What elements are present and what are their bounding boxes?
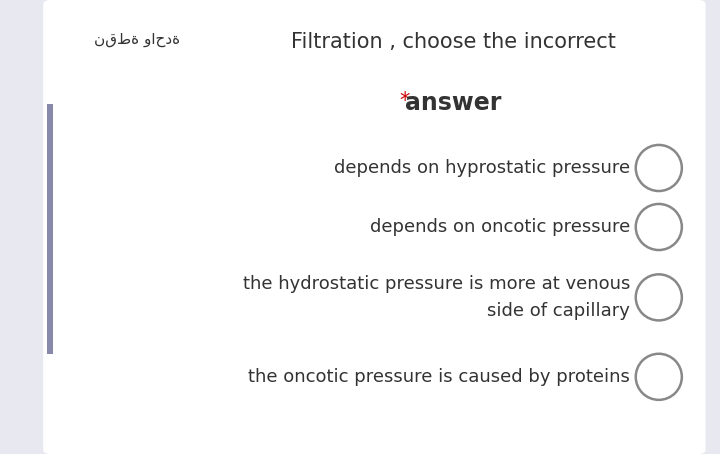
Text: نقطة واحدة: نقطة واحدة — [94, 32, 180, 47]
Text: the oncotic pressure is caused by proteins: the oncotic pressure is caused by protei… — [248, 368, 630, 386]
FancyBboxPatch shape — [47, 104, 53, 354]
Text: depends on hyprostatic pressure: depends on hyprostatic pressure — [334, 159, 630, 177]
FancyBboxPatch shape — [43, 0, 706, 454]
Text: the hydrostatic pressure is more at venous
side of capillary: the hydrostatic pressure is more at veno… — [243, 275, 630, 320]
Text: answer: answer — [405, 91, 502, 115]
Text: depends on oncotic pressure: depends on oncotic pressure — [370, 218, 630, 236]
Text: Filtration , choose the incorrect: Filtration , choose the incorrect — [291, 32, 616, 52]
Text: *: * — [400, 91, 410, 111]
